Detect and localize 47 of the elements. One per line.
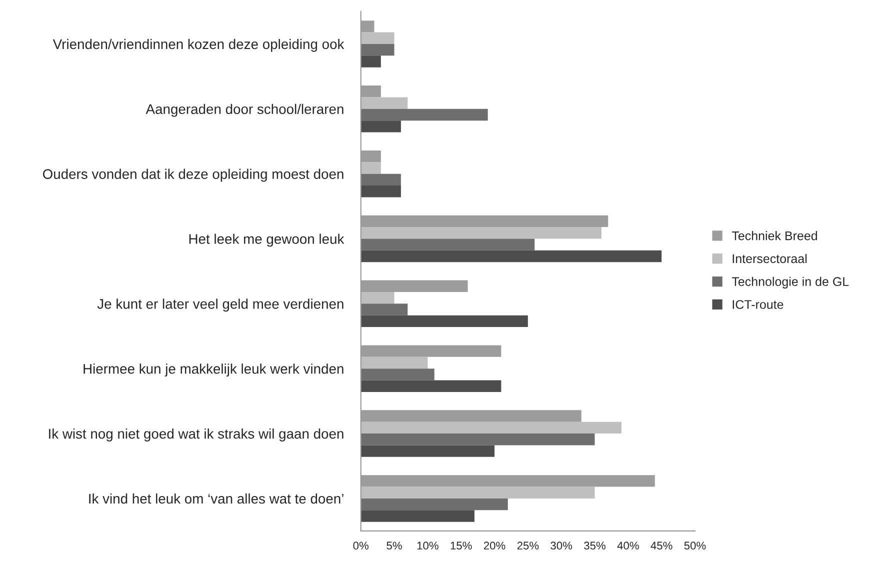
- y-tick-label: Ik vind het leuk om ‘van alles wat te doen’: [89, 493, 344, 504]
- bar: [360, 498, 508, 510]
- bar: [360, 315, 528, 328]
- bar: [360, 445, 495, 457]
- bar: [360, 486, 595, 498]
- bar: [360, 250, 662, 262]
- bar: [360, 186, 401, 198]
- y-tick-label: Je kunt er later veel geld mee verdienen: [97, 298, 344, 312]
- x-tick-label: 25%: [517, 542, 539, 550]
- legend-label: Intersectoraal: [732, 254, 807, 264]
- bar: [360, 380, 502, 392]
- x-tick-label: 10%: [417, 542, 438, 550]
- y-tick-label: Het leek me gewoon leuk: [189, 234, 344, 247]
- x-tick-label: 0%: [353, 542, 368, 550]
- y-tick-label: Ouders vonden dat ik deze opleiding moest doen: [42, 168, 344, 182]
- x-tick-label: 45%: [650, 542, 672, 550]
- bar: [360, 304, 408, 316]
- bar: [360, 174, 401, 186]
- bar: [360, 368, 434, 380]
- bar: [360, 292, 394, 304]
- y-tick-label: Vrienden/vriendinnen kozen deze opleiding ook: [52, 38, 344, 52]
- legend-label: Techniek Breed: [732, 231, 818, 240]
- x-tick-label: 5%: [386, 542, 402, 550]
- bar: [360, 108, 488, 121]
- bar: [360, 120, 401, 132]
- legend-label: ICT-route: [732, 300, 784, 309]
- bar: [360, 356, 428, 369]
- bar: [360, 434, 595, 446]
- y-tick-label: Ik wist nog niet goed wat ik straks wil gaan doen: [49, 428, 344, 442]
- bar: [360, 238, 535, 250]
- x-tick-label: 50%: [684, 542, 706, 550]
- x-tick-label: 35%: [584, 542, 606, 550]
- bar: [360, 56, 381, 68]
- x-tick-label: 20%: [484, 542, 506, 550]
- bar: [360, 97, 408, 109]
- bar: [360, 32, 394, 44]
- bar: [360, 162, 381, 174]
- x-tick-label: 15%: [450, 542, 472, 550]
- y-tick-label: Aangeraden door school/leraren: [146, 104, 344, 117]
- legend-label: Technologie in de GL: [732, 276, 849, 288]
- y-tick-label: Hiermee kun je makkelijk leuk werk vinden: [84, 364, 344, 377]
- bar: [360, 227, 602, 239]
- x-tick-label: 40%: [617, 542, 639, 550]
- bar: [360, 44, 394, 56]
- x-tick-label: 30%: [550, 542, 572, 550]
- bar: [360, 510, 474, 522]
- bar: [360, 422, 622, 434]
